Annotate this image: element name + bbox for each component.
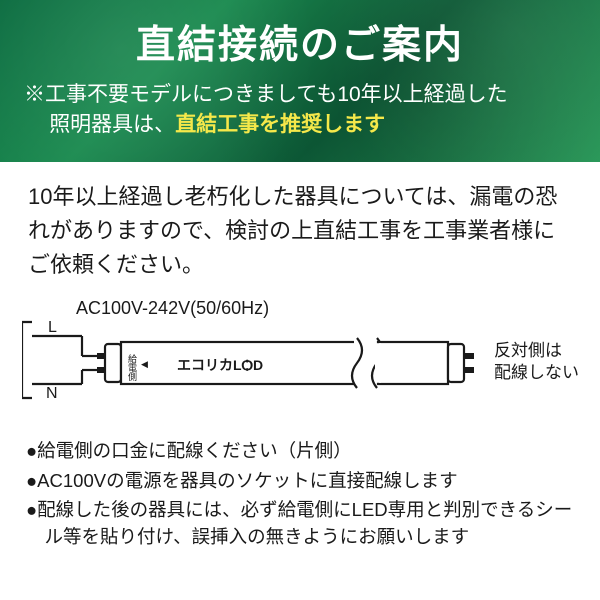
bullet-2: ●AC100Vの電源を器具のソケットに直接配線します bbox=[26, 467, 574, 494]
note-line1: ※工事不要モデルにつきましても10年以上経過した bbox=[24, 83, 508, 106]
kyuden-label: 給電側 bbox=[127, 353, 137, 381]
header-note: ※工事不要モデルにつきましても10年以上経過した 照明器具は、直結工事を推奨しま… bbox=[24, 80, 576, 141]
label-L: L bbox=[48, 319, 57, 336]
tube-right bbox=[378, 342, 448, 384]
bracket-icon bbox=[22, 322, 32, 398]
header-banner: 直結接続のご案内 ※工事不要モデルにつきましても10年以上経過した 照明器具は、… bbox=[0, 0, 600, 162]
page-title: 直結接続のご案内 bbox=[24, 14, 576, 70]
opposite-line1: 反対側は bbox=[494, 341, 562, 360]
label-N: N bbox=[46, 385, 58, 402]
cap-left bbox=[105, 344, 121, 382]
note-line2-pre: 照明器具は、 bbox=[49, 113, 175, 136]
diagram-svg: AC100V-242V(50/60Hz) L N 給電側 ◀ エコリカLѺD bbox=[22, 298, 578, 418]
opposite-line2: 配線しない bbox=[494, 363, 578, 382]
body-paragraph: 10年以上経過し老朽化した器具については、漏電の恐れがありますので、検討の上直結… bbox=[0, 162, 600, 294]
brand-label: エコリカLѺD bbox=[177, 357, 263, 373]
arrow-icon: ◀ bbox=[141, 359, 148, 369]
voltage-label: AC100V-242V(50/60Hz) bbox=[76, 298, 269, 318]
bullet-list: ●給電側の口金に配線ください（片側） ●AC100Vの電源を器具のソケットに直接… bbox=[0, 431, 600, 551]
cap-right bbox=[448, 344, 464, 382]
note-highlight: 直結工事を推奨します bbox=[175, 113, 385, 136]
wiring-diagram: AC100V-242V(50/60Hz) L N 給電側 ◀ エコリカLѺD bbox=[0, 294, 600, 431]
bullet-1: ●給電側の口金に配線ください（片側） bbox=[26, 437, 574, 464]
bullet-3: ●配線した後の器具には、必ず給電側にLED専用と判別できるシール等を貼り付け、誤… bbox=[26, 496, 574, 551]
